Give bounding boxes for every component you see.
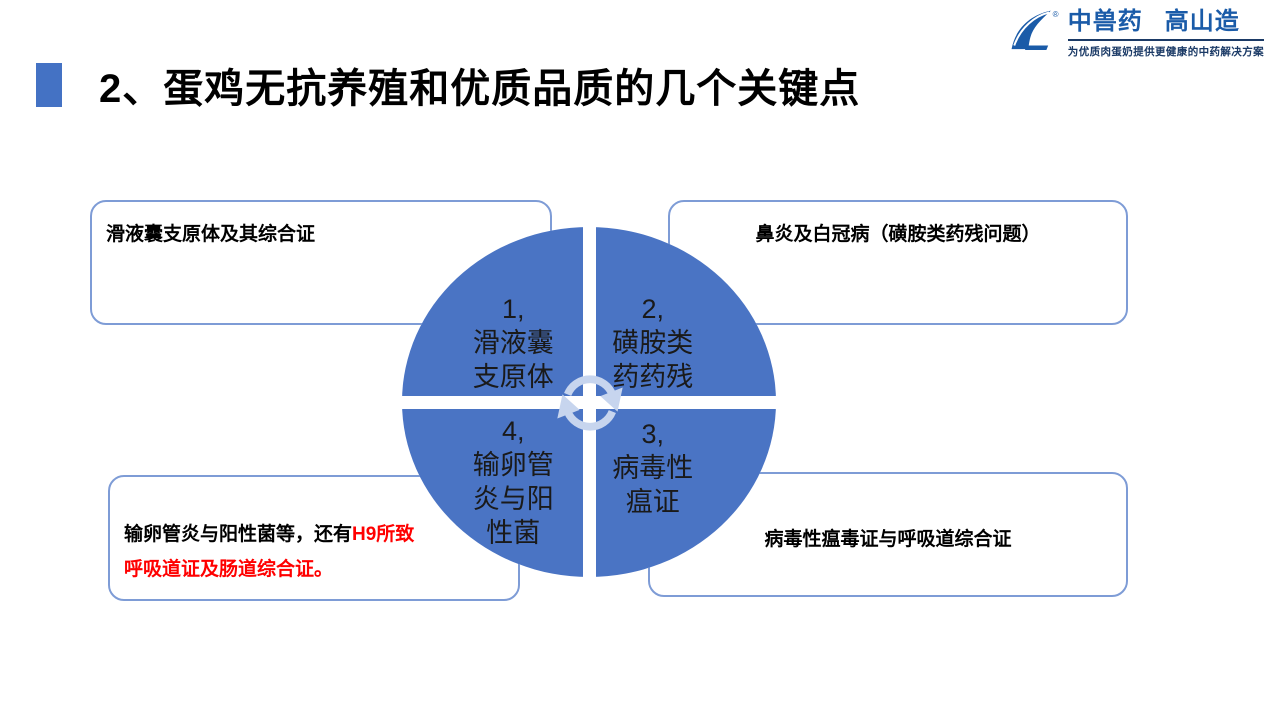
quadrant-4-number: 4,	[501, 415, 525, 446]
quadrant-4-line1: 输卵管	[472, 449, 554, 480]
quadrant-2-line1: 磺胺类	[612, 327, 694, 358]
brand-primary: 中兽药	[1067, 8, 1143, 35]
callout-bottom-right-text: 病毒性瘟毒证与呼吸道综合证	[764, 529, 1012, 550]
quadrant-1-number: 1,	[501, 293, 525, 324]
page-title: 2、蛋鸡无抗养殖和优质品质的几个关键点	[99, 67, 861, 111]
callout-top-right-text: 鼻炎及白冠病（磺胺类药残问题）	[755, 224, 1041, 245]
swoosh-leaf-icon: ®	[1011, 10, 1058, 50]
cycle-diagram: 1, 滑液囊 支原体 2, 磺胺类 药药残 4, 输卵管 炎与阳 性菌 3, 病…	[402, 227, 776, 577]
callout-top-left-text: 滑液囊支原体及其综合证	[106, 224, 316, 245]
logo-text-block: 中兽药 高山造 为优质肉蛋奶提供更健康的中药解决方案	[1067, 8, 1264, 59]
quadrant-2-line2: 药药残	[612, 361, 694, 392]
quadrant-4-line3: 性菌	[486, 517, 541, 548]
registered-mark: ®	[1052, 10, 1058, 19]
quadrant-2-number: 2,	[641, 293, 665, 324]
quadrant-3-line2: 瘟证	[625, 486, 680, 517]
quadrant-1-line2: 支原体	[472, 361, 554, 392]
bottom-left-black-segment: 输卵管炎与阳性菌等，还有	[124, 524, 353, 545]
callout-bottom-left: 输卵管炎与阳性菌等，还有H9所致 呼吸道证及肠道综合证。	[108, 475, 520, 601]
quadrant-1-line1: 滑液囊	[472, 327, 554, 358]
brand-name: 中兽药 高山造	[1068, 8, 1264, 37]
brand-logo: ® 中兽药 高山造 为优质肉蛋奶提供更健康的中药解决方案	[1006, 8, 1264, 59]
brand-secondary: 高山造	[1164, 8, 1240, 35]
bottom-left-red-segment-h9: H9所致	[352, 524, 415, 545]
cycle-arrows-icon	[557, 375, 623, 431]
quadrant-3-line1: 病毒性	[612, 452, 694, 483]
callout-bottom-left-line2: 呼吸道证及肠道综合证。	[124, 559, 334, 580]
title-accent-bar	[36, 63, 62, 107]
brand-tagline: 为优质肉蛋奶提供更健康的中药解决方案	[1067, 45, 1264, 58]
callout-bottom-left-line1: 输卵管炎与阳性菌等，还有H9所致	[124, 517, 504, 552]
quadrant-3-number: 3,	[641, 418, 665, 449]
quadrant-4-line2: 炎与阳	[472, 483, 554, 514]
brand-underline	[1067, 38, 1264, 41]
